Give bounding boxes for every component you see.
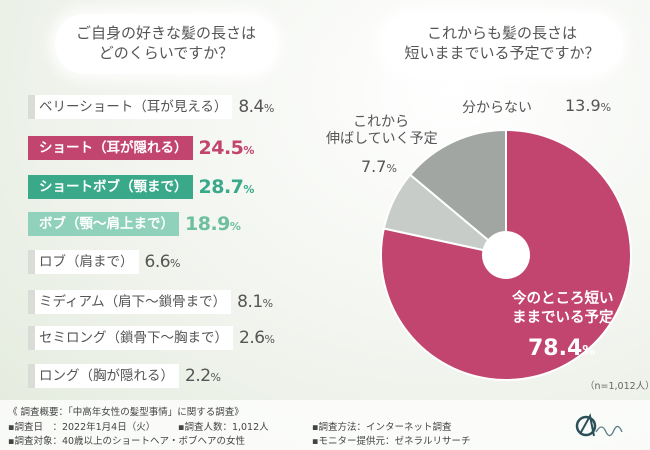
bar-question-line-2: どのくらいですか？ xyxy=(98,44,234,62)
pie-label-grow-line-2: 伸ばしていく予定 xyxy=(326,131,438,147)
list-item: ミディアム（肩下～鎖骨まで） 8.1% xyxy=(28,290,273,314)
row-marker xyxy=(28,364,35,388)
list-item: セミロング（鎖骨下～胸まで） 2.6% xyxy=(28,326,275,350)
pie-slice xyxy=(380,128,632,381)
pie-label-stay-line-1: 今のところ短い xyxy=(512,291,614,307)
category-label: ボブ（顎～肩上まで） xyxy=(35,212,179,236)
row-marker xyxy=(28,175,35,199)
category-label: ショートボブ（顎まで） xyxy=(35,175,193,199)
pie-value-stay-short: 78.4% xyxy=(528,336,596,361)
pie-question-line-2: 短いままでいる予定ですか？ xyxy=(404,44,600,62)
pie-question-line-1: これからも髪の長さは xyxy=(426,24,577,42)
sample-size-note: （n=1,012人） xyxy=(585,381,650,392)
bar-chart-question: ご自身の好きな髪の長さは どのくらいですか？ xyxy=(55,14,277,74)
row-marker xyxy=(28,212,35,236)
category-label: セミロング（鎖骨下～胸まで） xyxy=(35,326,233,350)
pie-chart-question: これからも髪の長さは 短いままでいる予定ですか？ xyxy=(382,14,622,74)
list-item: ベリーショート（耳が見える） 8.4% xyxy=(28,95,274,119)
category-label: ロブ（肩まで） xyxy=(35,250,139,274)
list-item: ショート（耳が隠れる） 24.5% xyxy=(28,136,254,160)
list-item: ショートボブ（顎まで） 28.7% xyxy=(28,175,254,199)
list-item: ロブ（肩まで） 6.6% xyxy=(28,250,180,274)
row-marker xyxy=(28,95,35,119)
value-label: 2.6% xyxy=(239,328,275,348)
brand-logo-icon xyxy=(575,413,623,437)
pie-slice xyxy=(408,128,507,258)
value-label: 8.4% xyxy=(238,97,274,117)
row-marker xyxy=(28,290,35,314)
value-label: 2.2% xyxy=(185,366,221,386)
pie-value-unknown: 13.9% xyxy=(565,96,612,115)
survey-target: ▪調査対象：40歳以上のショートヘア・ボブヘアの女性 xyxy=(8,436,246,447)
category-label: ベリーショート（耳が見える） xyxy=(35,95,233,119)
category-label: ミディアム（肩下～鎖骨まで） xyxy=(35,290,232,314)
pie-label-grow-line-1: これから xyxy=(353,114,409,130)
pie-label-stay-short: 今のところ短い ままでいる予定 xyxy=(512,290,632,328)
value-label: 24.5% xyxy=(198,137,255,159)
pie-center-hole xyxy=(482,231,530,279)
survey-count: ▪調査人数：1,012人 xyxy=(178,422,269,433)
pie-label-stay-line-2: ままでいる予定 xyxy=(512,310,614,326)
bar-question-line-1: ご自身の好きな髪の長さは xyxy=(75,24,256,42)
row-marker xyxy=(28,326,35,350)
survey-footer: 《 調査概要：「中高年女性の髪型事情」に関する調査》 ▪調査日 ：2022年1月… xyxy=(0,400,650,450)
value-label: 18.9% xyxy=(185,213,241,235)
row-marker xyxy=(28,136,35,160)
list-item: ロング（胸が隠れる） 2.2% xyxy=(28,364,221,388)
category-label: ロング（胸が隠れる） xyxy=(35,364,179,388)
survey-method: ▪調査方法：インターネット調査 xyxy=(312,422,452,433)
pie-label-grow: これから 伸ばしていく予定 xyxy=(326,114,438,148)
survey-provider: ▪モニター提供元：ゼネラルリサーチ xyxy=(312,436,471,447)
survey-overview: 《 調査概要：「中高年女性の髪型事情」に関する調査》 xyxy=(8,407,244,418)
value-label: 28.7% xyxy=(198,176,255,198)
value-label: 6.6% xyxy=(144,252,181,272)
category-label: ショート（耳が隠れる） xyxy=(35,136,193,160)
pie-value-grow: 7.7% xyxy=(361,157,397,176)
row-marker xyxy=(28,250,35,274)
pie-label-unknown: 分からない xyxy=(462,100,532,116)
value-label: 8.1% xyxy=(237,292,273,312)
list-item: ボブ（顎～肩上まで） 18.9% xyxy=(28,212,241,236)
survey-date: ▪調査日 ：2022年1月4日（火） xyxy=(8,422,156,433)
